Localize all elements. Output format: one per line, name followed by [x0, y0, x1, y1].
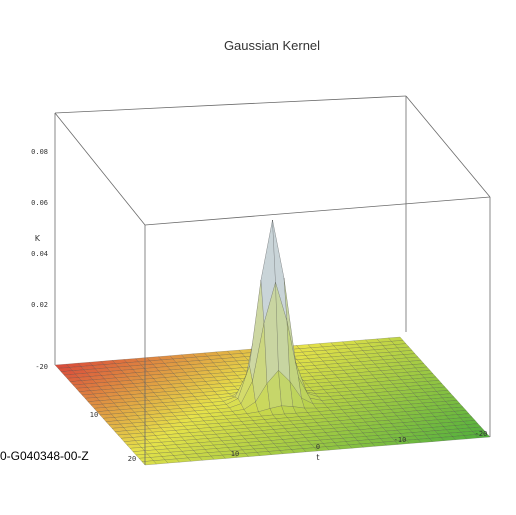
x-tick-label: 0 [316, 443, 320, 451]
x-tick-label: 10 [231, 450, 239, 458]
x-tick-label: -10 [394, 436, 407, 444]
x-axis-label: t [316, 453, 319, 462]
bounding-box-back [54, 95, 491, 365]
box-edge-back-right-top [405, 95, 491, 198]
bounding-box-front [144, 197, 491, 465]
z-axis-label: K [35, 234, 41, 243]
z-axis: 0.08 0.06 K 0.04 0.02 [31, 148, 48, 309]
surface-patch [475, 433, 491, 439]
y-tick-label: 20 [128, 455, 136, 463]
z-tick-label: 0.06 [31, 199, 48, 207]
z-tick-label: 0.04 [31, 250, 48, 258]
z-tick-label: 0.02 [31, 301, 48, 309]
box-edge-back-top [54, 95, 407, 114]
x-axis: 10 0 t -10 -20 [231, 430, 488, 462]
y-tick-label: -20 [35, 363, 48, 371]
chart-title: Gaussian Kernel [224, 38, 320, 53]
image-caption: 0-G040348-00-Z [0, 449, 89, 463]
x-tick-label: -20 [475, 430, 488, 438]
box-edge-back-left-top [54, 112, 146, 226]
y-tick-label: 10 [90, 411, 98, 419]
y-axis: -20 10 20 [35, 363, 136, 463]
box-edge-front-top [144, 196, 491, 226]
z-tick-label: 0.08 [31, 148, 48, 156]
surface-mesh [54, 219, 491, 466]
